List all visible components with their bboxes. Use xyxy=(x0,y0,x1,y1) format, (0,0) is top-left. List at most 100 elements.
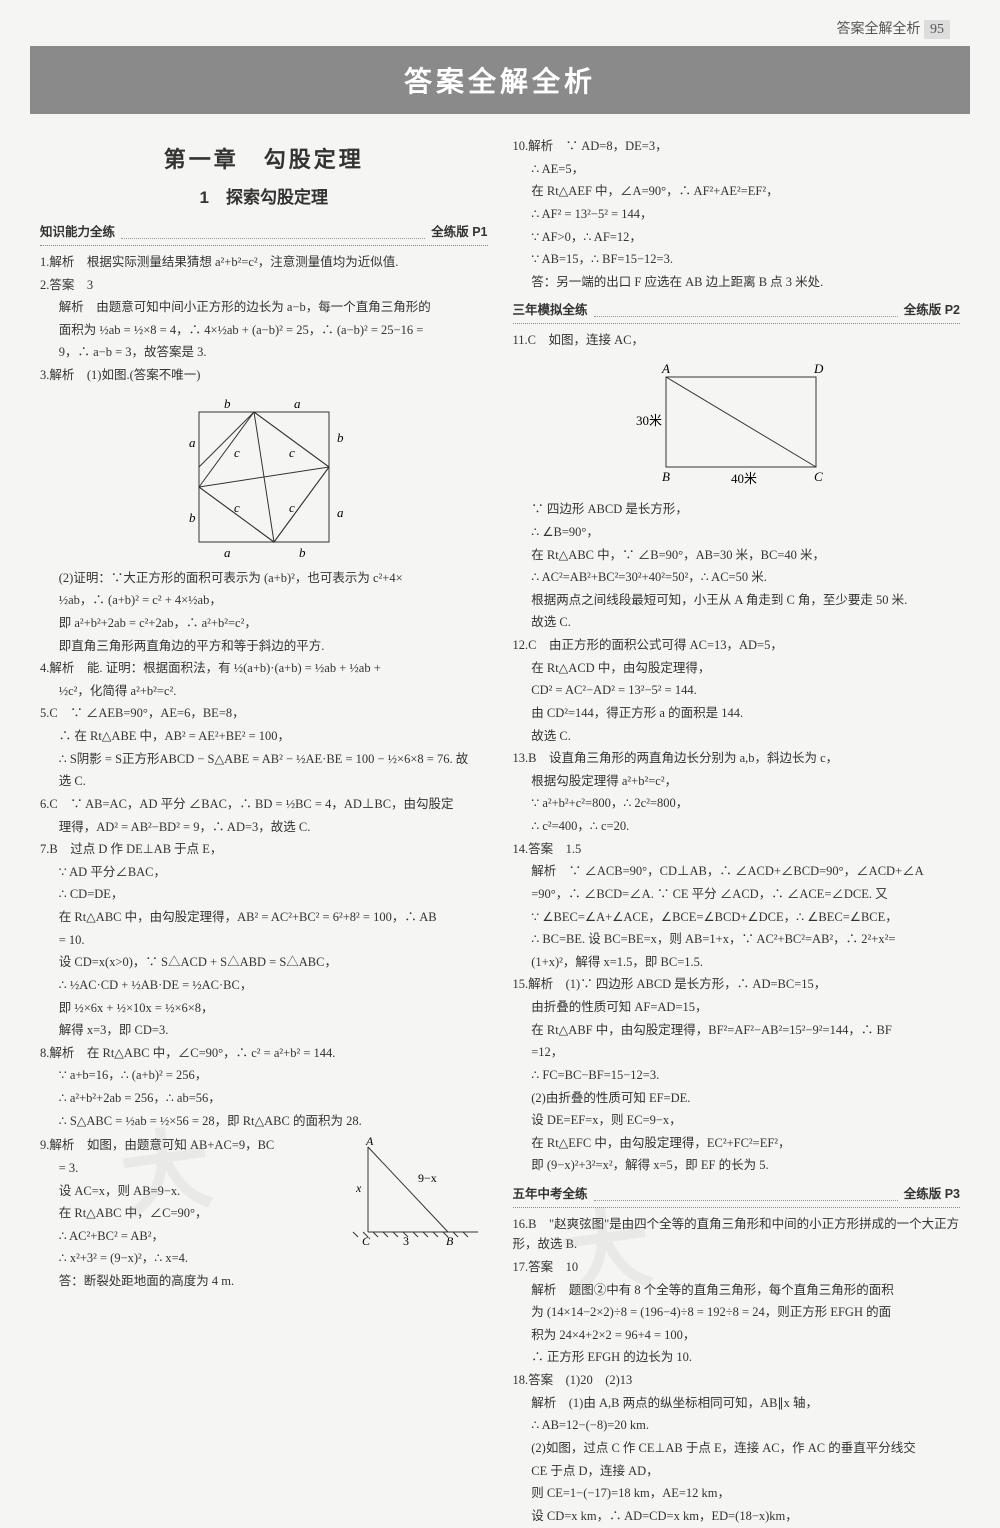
q15-h: 在 Rt△EFC 中，由勾股定理得，EC²+FC²=EF²， xyxy=(513,1133,961,1154)
svg-text:A: A xyxy=(661,361,670,376)
q11-g: 故选 C. xyxy=(513,612,961,633)
content: 第一章 勾股定理 1 探索勾股定理 知识能力全练 全练版 P1 1.解析 根据实… xyxy=(0,134,1000,1528)
q8-c: ∴ a²+b²+2ab = 256，∴ ab=56， xyxy=(40,1088,488,1109)
q2-exp1: 解析 由题意可知中间小正方形的边长为 a−b，每一个直角三角形的 xyxy=(40,297,488,318)
svg-text:a: a xyxy=(189,435,196,450)
q6-b: 理得，AD² = AB²−BD² = 9，∴ AD=3，故选 C. xyxy=(40,817,488,838)
page-number: 95 xyxy=(924,20,950,39)
q9-a: 9.解析 如图，由题意可知 AB+AC=9，BC xyxy=(40,1135,340,1156)
q6-a: 6.C ∵ AB=AC，AD 平分 ∠BAC，∴ BD = ½BC = 4，AD… xyxy=(40,794,488,815)
q12-b: 在 Rt△ACD 中，由勾股定理得， xyxy=(513,658,961,679)
svg-text:c: c xyxy=(289,445,295,460)
svg-text:b: b xyxy=(189,510,196,525)
q17-c: 为 (14×14−2×2)÷8 = (196−4)÷8 = 192÷8 = 24… xyxy=(513,1302,961,1323)
q13-a: 13.B 设直角三角形的两直角边长分别为 a,b，斜边长为 c， xyxy=(513,748,961,769)
practice-ref-3: 全练版 P3 xyxy=(904,1184,960,1205)
q15-a: 15.解析 (1)∵ 四边形 ABCD 是长方形，∴ AD=BC=15， xyxy=(513,974,961,995)
q12-d: 由 CD²=144，得正方形 a 的面积是 144. xyxy=(513,703,961,724)
q16: 16.B "赵爽弦图"是由四个全等的直角三角形和中间的小正方形拼成的一个大正方形… xyxy=(513,1214,961,1255)
q8-a: 8.解析 在 Rt△ABC 中，∠C=90°，∴ c² = a²+b² = 14… xyxy=(40,1043,488,1064)
svg-text:30米: 30米 xyxy=(636,413,662,428)
q9-e: ∴ AC²+BC² = AB²， xyxy=(40,1226,340,1247)
q15-i: 即 (9−x)²+3²=x²，解得 x=5，即 EF 的长为 5. xyxy=(513,1155,961,1176)
section-title: 1 探索勾股定理 xyxy=(40,184,488,212)
q3-a: 3.解析 (1)如图.(答案不唯一) xyxy=(40,365,488,386)
q13-d: ∴ c²=400，∴ c=20. xyxy=(513,816,961,837)
q7-i: 解得 x=3，即 CD=3. xyxy=(40,1020,488,1041)
q17-a: 17.答案 10 xyxy=(513,1257,961,1278)
q2-ans: 2.答案 3 xyxy=(40,275,488,296)
svg-text:c: c xyxy=(234,445,240,460)
q18-c: ∴ AB=12−(−8)=20 km. xyxy=(513,1415,961,1436)
q7-g: ∴ ½AC·CD + ½AB·DE = ½AC·BC， xyxy=(40,975,488,996)
q14-e: ∴ BC=BE. 设 BC=BE=x，则 AB=1+x，∵ AC²+BC²=AB… xyxy=(513,929,961,950)
q7-d: 在 Rt△ABC 中，由勾股定理得，AB² = AC²+BC² = 6²+8² … xyxy=(40,907,488,928)
chapter-title: 第一章 勾股定理 xyxy=(40,142,488,178)
q15-c: 在 Rt△ABF 中，由勾股定理得，BF²=AF²−AB²=15²−9²=144… xyxy=(513,1020,961,1041)
q14-b: 解析 ∵ ∠ACB=90°，CD⊥AB，∴ ∠ACD+∠BCD=90°，∠ACD… xyxy=(513,861,961,882)
q9-g: 答：断裂处距地面的高度为 4 m. xyxy=(40,1271,340,1292)
svg-text:C: C xyxy=(814,469,823,484)
q3-c: ½ab，∴ (a+b)² = c² + 4×½ab， xyxy=(40,590,488,611)
q18-f: 则 CE=1−(−17)=18 km，AE=12 km， xyxy=(513,1483,961,1504)
figure-rect: A D B C 30米 40米 xyxy=(513,357,961,494)
q5-d: 选 C. xyxy=(40,771,488,792)
q3-d: 即 a²+b²+2ab = c²+2ab，∴ a²+b²=c²， xyxy=(40,613,488,634)
practice-title: 知识能力全练 xyxy=(40,222,115,243)
q10-d: ∴ AF² = 13²−5² = 144， xyxy=(513,204,961,225)
svg-text:D: D xyxy=(813,361,824,376)
q15-e: ∴ FC=BC−BF=15−12=3. xyxy=(513,1065,961,1086)
q12-c: CD² = AC²−AD² = 13²−5² = 144. xyxy=(513,680,961,701)
q4-b: ½c²，化简得 a²+b²=c². xyxy=(40,681,488,702)
svg-text:3: 3 xyxy=(403,1234,409,1247)
figure-square: b a a b b a a b c c c c xyxy=(40,392,488,562)
q10-b: ∴ AE=5， xyxy=(513,159,961,180)
q12-e: 故选 C. xyxy=(513,726,961,747)
figure-triangle: A C B x 9−x 3 xyxy=(348,1137,488,1289)
q13-c: ∵ a²+b²+c²=800，∴ 2c²=800， xyxy=(513,793,961,814)
q11-c: ∴ ∠B=90°， xyxy=(513,522,961,543)
svg-text:c: c xyxy=(289,500,295,515)
svg-text:A: A xyxy=(365,1137,374,1148)
left-column: 第一章 勾股定理 1 探索勾股定理 知识能力全练 全练版 P1 1.解析 根据实… xyxy=(40,134,488,1528)
q9-f: ∴ x²+3² = (9−x)²，∴ x=4. xyxy=(40,1248,340,1269)
practice-title-2: 三年模拟全练 xyxy=(513,300,588,321)
svg-text:B: B xyxy=(662,469,670,484)
q10-f: ∵ AB=15，∴ BF=15−12=3. xyxy=(513,249,961,270)
q5-b: ∴ 在 Rt△ABE 中，AB² = AE²+BE² = 100， xyxy=(40,726,488,747)
q8-b: ∵ a+b=16，∴ (a+b)² = 256， xyxy=(40,1065,488,1086)
q7-e: = 10. xyxy=(40,930,488,951)
q14-a: 14.答案 1.5 xyxy=(513,839,961,860)
q11-b: ∵ 四边形 ABCD 是长方形， xyxy=(513,499,961,520)
svg-text:a: a xyxy=(294,396,301,411)
svg-text:b: b xyxy=(224,396,231,411)
q10-e: ∵ AF>0，∴ AF=12， xyxy=(513,227,961,248)
practice-header-2: 三年模拟全练 全练版 P2 xyxy=(513,300,961,324)
right-column: 10.解析 ∵ AD=8，DE=3， ∴ AE=5， 在 Rt△AEF 中，∠A… xyxy=(513,134,961,1528)
q18-e: CE 于点 D，连接 AD， xyxy=(513,1461,961,1482)
svg-text:c: c xyxy=(234,500,240,515)
q18-a: 18.答案 (1)20 (2)13 xyxy=(513,1370,961,1391)
q3-e: 即直角三角形两直角边的平方和等于斜边的平方. xyxy=(40,636,488,657)
q13-b: 根据勾股定理得 a²+b²=c²， xyxy=(513,771,961,792)
q5-c: ∴ S阴影 = S正方形ABCD − S△ABE = AB² − ½AE·BE … xyxy=(40,749,488,770)
q18-b: 解析 (1)由 A,B 两点的纵坐标相同可知，AB∥x 轴， xyxy=(513,1393,961,1414)
q7-c: ∴ CD=DE， xyxy=(40,884,488,905)
q7-b: ∵ AD 平分∠BAC， xyxy=(40,862,488,883)
q7-h: 即 ½×6x + ½×10x = ½×6×8， xyxy=(40,998,488,1019)
q10-c: 在 Rt△AEF 中，∠A=90°，∴ AF²+AE²=EF²， xyxy=(513,181,961,202)
svg-text:x: x xyxy=(355,1181,362,1195)
q15-b: 由折叠的性质可知 AF=AD=15， xyxy=(513,997,961,1018)
header-label: 答案全解全析 xyxy=(837,22,921,37)
q7-f: 设 CD=x(x>0)，∵ S△ACD + S△ABD = S△ABC， xyxy=(40,952,488,973)
practice-ref: 全练版 P1 xyxy=(431,222,487,243)
practice-ref-2: 全练版 P2 xyxy=(904,300,960,321)
q10-a: 10.解析 ∵ AD=8，DE=3， xyxy=(513,136,961,157)
q15-f: (2)由折叠的性质可知 EF=DE. xyxy=(513,1088,961,1109)
q14-c: =90°，∴ ∠BCD=∠A. ∵ CE 平分 ∠ACD，∴ ∠ACE=∠DCE… xyxy=(513,884,961,905)
svg-text:9−x: 9−x xyxy=(418,1171,437,1185)
svg-text:a: a xyxy=(224,545,231,560)
q1: 1.解析 根据实际测量结果猜想 a²+b²=c²，注意测量值均为近似值. xyxy=(40,252,488,273)
svg-text:40米: 40米 xyxy=(731,471,757,486)
q11-a: 11.C 如图，连接 AC， xyxy=(513,330,961,351)
